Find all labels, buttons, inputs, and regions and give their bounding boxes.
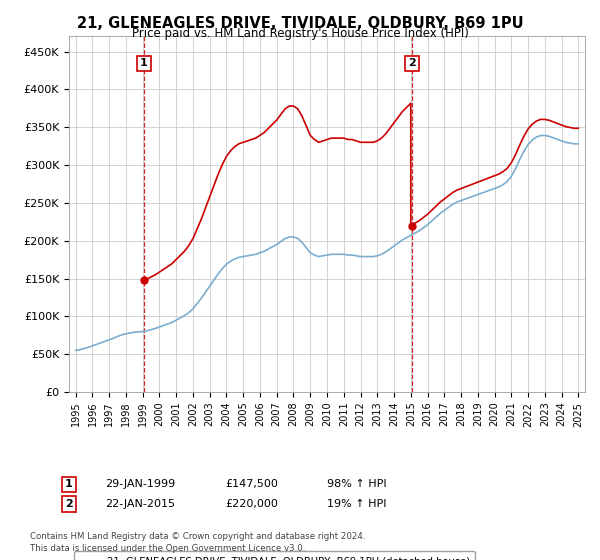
Text: 1: 1 (65, 479, 73, 489)
Text: 1: 1 (140, 58, 148, 68)
Text: £147,500: £147,500 (225, 479, 278, 489)
Text: 2: 2 (408, 58, 416, 68)
Text: Contains HM Land Registry data © Crown copyright and database right 2024.
This d: Contains HM Land Registry data © Crown c… (30, 532, 365, 553)
Text: 2: 2 (65, 499, 73, 509)
Text: 29-JAN-1999: 29-JAN-1999 (105, 479, 175, 489)
Legend: 21, GLENEAGLES DRIVE, TIVIDALE, OLDBURY, B69 1PU (detached house), HPI: Average : 21, GLENEAGLES DRIVE, TIVIDALE, OLDBURY,… (74, 551, 475, 560)
Text: £220,000: £220,000 (225, 499, 278, 509)
Text: 98% ↑ HPI: 98% ↑ HPI (327, 479, 386, 489)
Text: Price paid vs. HM Land Registry's House Price Index (HPI): Price paid vs. HM Land Registry's House … (131, 27, 469, 40)
Text: 19% ↑ HPI: 19% ↑ HPI (327, 499, 386, 509)
Text: 21, GLENEAGLES DRIVE, TIVIDALE, OLDBURY, B69 1PU: 21, GLENEAGLES DRIVE, TIVIDALE, OLDBURY,… (77, 16, 523, 31)
Text: 22-JAN-2015: 22-JAN-2015 (105, 499, 175, 509)
